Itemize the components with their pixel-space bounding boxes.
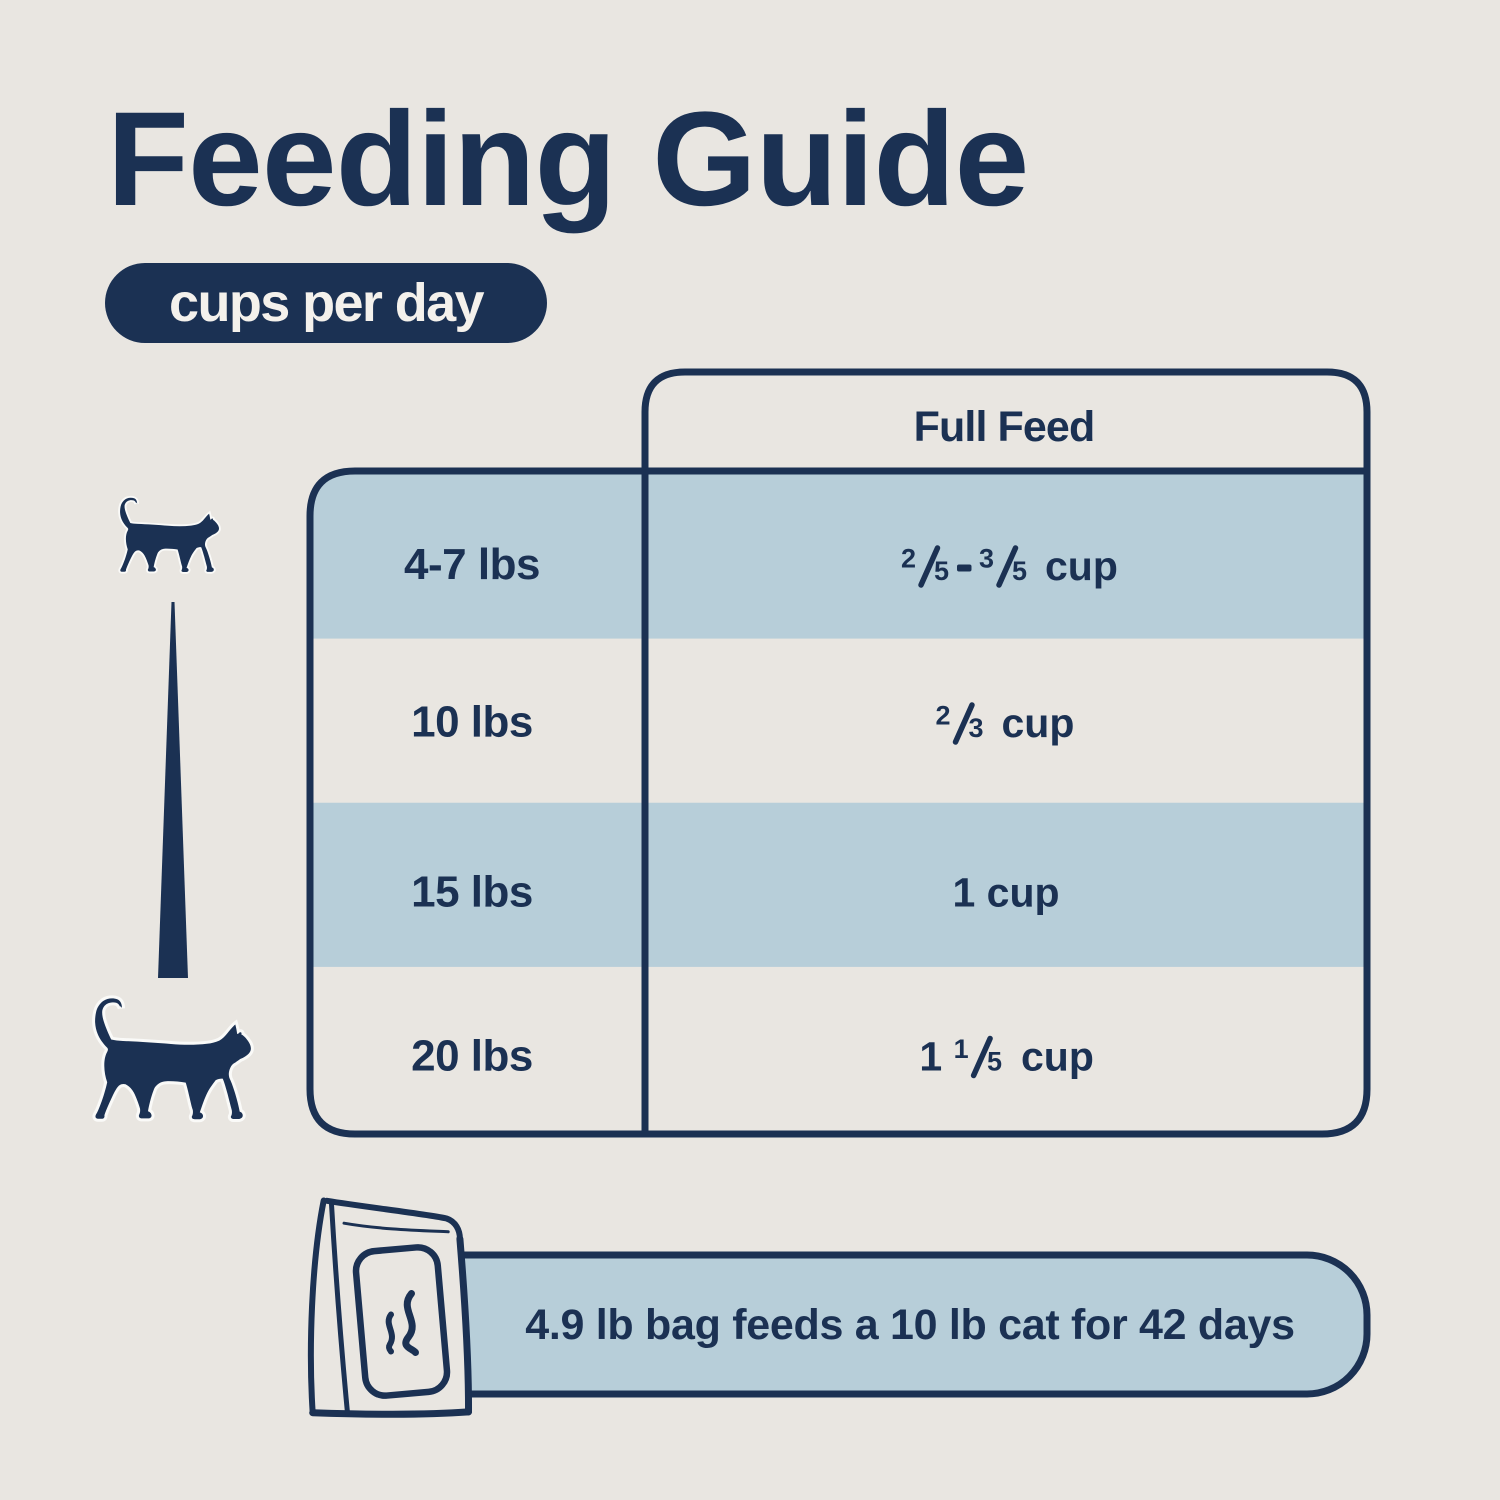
svg-text:Full Feed: Full Feed [914, 403, 1095, 451]
svg-text:4.9 lb bag feeds a 10 lb cat f: 4.9 lb bag feeds a 10 lb cat for 42 days [525, 1301, 1295, 1349]
svg-text:20 lbs: 20 lbs [411, 1032, 533, 1081]
svg-text:cups per day: cups per day [169, 273, 484, 333]
svg-text:1: 1 [919, 1034, 942, 1080]
svg-text:3: 3 [969, 713, 984, 743]
svg-text:1: 1 [954, 1034, 969, 1064]
svg-text:1 cup: 1 cup [952, 870, 1059, 916]
svg-text:5: 5 [987, 1047, 1002, 1077]
svg-text:cup: cup [1045, 543, 1118, 589]
svg-text:5: 5 [934, 556, 949, 586]
svg-text:cup: cup [1021, 1034, 1094, 1080]
svg-text:2: 2 [901, 544, 916, 574]
svg-text:15 lbs: 15 lbs [411, 868, 533, 917]
svg-text:Feeding Guide: Feeding Guide [107, 85, 1029, 234]
svg-text:10 lbs: 10 lbs [411, 698, 533, 747]
svg-text:cup: cup [1002, 700, 1075, 746]
svg-text:4-7 lbs: 4-7 lbs [404, 540, 540, 589]
svg-text:5: 5 [1012, 556, 1027, 586]
svg-text:3: 3 [979, 544, 994, 574]
svg-text:2: 2 [936, 701, 951, 731]
